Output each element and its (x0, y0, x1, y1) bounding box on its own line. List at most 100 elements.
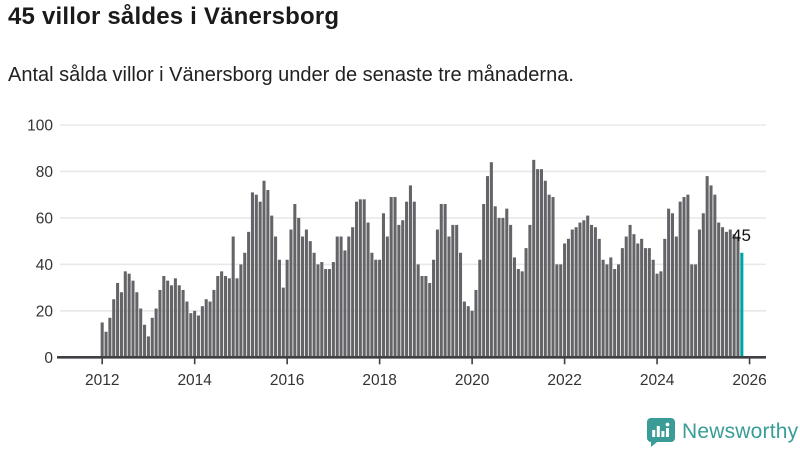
bar (193, 310, 197, 358)
bar (200, 306, 204, 358)
x-axis-label: 2018 (362, 372, 396, 389)
bar (131, 280, 135, 358)
bar (354, 201, 359, 358)
bar (478, 259, 482, 358)
bar (316, 264, 320, 358)
bar (613, 269, 617, 358)
bar (328, 269, 332, 358)
bar (728, 229, 732, 358)
y-axis-label: 100 (27, 118, 53, 135)
bar (112, 299, 116, 358)
bar (235, 278, 239, 358)
bar (605, 264, 609, 358)
bar (123, 271, 127, 358)
bar (624, 236, 628, 358)
bar (447, 236, 451, 358)
bar (250, 192, 254, 358)
bar (335, 236, 339, 358)
bar (532, 159, 536, 358)
bar (416, 264, 420, 358)
bar (339, 236, 343, 358)
bar (420, 276, 424, 358)
bar (435, 229, 439, 358)
bar (143, 324, 147, 358)
bar (451, 224, 455, 358)
bar (539, 169, 543, 358)
y-axis-label: 0 (44, 350, 53, 367)
bar (678, 201, 682, 358)
bar (150, 317, 154, 358)
x-axis-label: 2014 (177, 372, 212, 389)
bar (208, 301, 212, 358)
bar (185, 301, 189, 358)
bar (304, 229, 308, 358)
bar (709, 185, 713, 358)
logo-bubble-shape (647, 418, 675, 447)
chart-subtitle: Antal sålda villor i Vänersborg under de… (8, 64, 574, 86)
bar (227, 278, 231, 358)
brand-name: Newsworthy (682, 420, 799, 443)
bar (694, 264, 698, 358)
bar (139, 308, 143, 358)
bar (485, 176, 490, 358)
bar (177, 285, 181, 358)
bar (655, 273, 659, 358)
y-axis-label: 80 (36, 164, 54, 181)
bar-chart-canvas: 0 20 40 60 80 100 2012 2014 2016 2018 2020 2022 2024… (27, 118, 767, 390)
bar (651, 259, 655, 358)
bar (162, 276, 166, 358)
bar (505, 208, 509, 358)
bar (135, 292, 139, 358)
bar (285, 259, 289, 358)
bar (640, 238, 644, 358)
bar (231, 236, 235, 358)
bar (181, 289, 185, 358)
y-axis-label: 20 (36, 303, 54, 320)
bar (146, 336, 150, 358)
bar (590, 224, 594, 358)
bar (632, 234, 636, 358)
bar (582, 220, 586, 358)
bar (509, 224, 513, 358)
bar (308, 241, 312, 358)
bar (424, 276, 428, 358)
x-axis-label: 2022 (547, 372, 581, 389)
bar-chart: 0 20 40 60 80 100 2012 2014 2016 2018 2020 2022 2024… (0, 110, 800, 410)
bar (347, 236, 351, 358)
bar (223, 276, 228, 358)
bar (524, 248, 528, 358)
bar (374, 259, 378, 358)
bar (119, 292, 123, 358)
bar (686, 194, 690, 358)
newsworthy-logo-icon (647, 418, 675, 447)
bar (493, 206, 497, 358)
bar (520, 271, 524, 358)
bar (617, 264, 621, 358)
bar (297, 217, 301, 358)
bar (247, 231, 251, 358)
bar (196, 315, 201, 358)
bar (628, 224, 632, 358)
bar (408, 185, 412, 358)
bar (262, 180, 266, 358)
bar (351, 227, 355, 358)
bar (108, 317, 112, 358)
bar (705, 176, 709, 358)
y-axis-label: 40 (36, 257, 54, 274)
bar (204, 299, 208, 358)
bar (432, 259, 436, 358)
bar (258, 201, 262, 358)
bar (466, 306, 470, 358)
bar (378, 259, 382, 358)
bar (555, 264, 559, 358)
bar (724, 231, 728, 358)
bar (455, 224, 459, 358)
bar (597, 238, 601, 358)
bar (667, 208, 671, 358)
bar (443, 203, 447, 358)
bar (563, 243, 567, 358)
bar (732, 234, 736, 358)
bar (158, 289, 162, 358)
bar (397, 224, 401, 358)
bar (401, 220, 405, 358)
